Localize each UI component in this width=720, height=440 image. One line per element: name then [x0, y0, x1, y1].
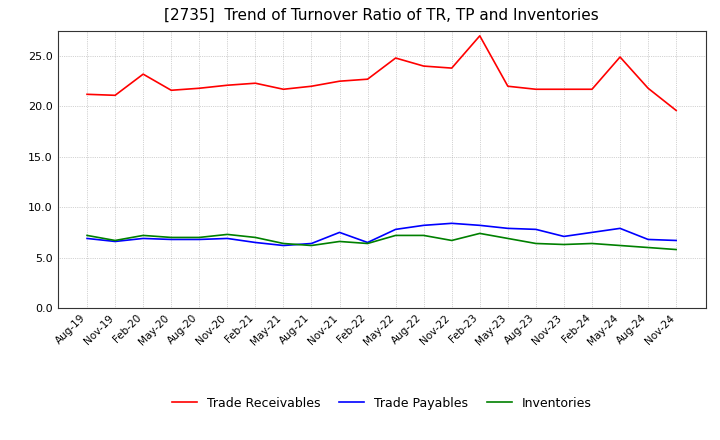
Inventories	[588, 241, 596, 246]
Inventories	[336, 239, 344, 244]
Inventories	[616, 243, 624, 248]
Trade Receivables	[364, 77, 372, 82]
Trade Payables	[195, 237, 204, 242]
Trade Receivables	[503, 84, 512, 89]
Trade Receivables	[167, 88, 176, 93]
Trade Payables	[616, 226, 624, 231]
Inventories	[167, 235, 176, 240]
Inventories	[83, 233, 91, 238]
Inventories	[419, 233, 428, 238]
Trade Payables	[475, 223, 484, 228]
Trade Receivables	[251, 81, 260, 86]
Trade Receivables	[588, 87, 596, 92]
Inventories	[279, 241, 288, 246]
Trade Payables	[83, 236, 91, 241]
Trade Receivables	[531, 87, 540, 92]
Trade Payables	[531, 227, 540, 232]
Trade Payables	[364, 240, 372, 245]
Inventories	[531, 241, 540, 246]
Trade Payables	[307, 241, 316, 246]
Inventories	[364, 241, 372, 246]
Inventories	[475, 231, 484, 236]
Trade Payables	[672, 238, 680, 243]
Inventories	[391, 233, 400, 238]
Trade Receivables	[195, 86, 204, 91]
Trade Receivables	[83, 92, 91, 97]
Inventories	[111, 238, 120, 243]
Inventories	[503, 236, 512, 241]
Trade Receivables	[419, 63, 428, 69]
Trade Payables	[251, 240, 260, 245]
Trade Payables	[391, 227, 400, 232]
Trade Payables	[223, 236, 232, 241]
Line: Trade Payables: Trade Payables	[87, 224, 676, 246]
Trade Receivables	[223, 83, 232, 88]
Trade Payables	[167, 237, 176, 242]
Trade Receivables	[279, 87, 288, 92]
Trade Receivables	[391, 55, 400, 61]
Inventories	[447, 238, 456, 243]
Trade Receivables	[447, 66, 456, 71]
Trade Receivables	[616, 55, 624, 60]
Trade Receivables	[559, 87, 568, 92]
Title: [2735]  Trend of Turnover Ratio of TR, TP and Inventories: [2735] Trend of Turnover Ratio of TR, TP…	[164, 7, 599, 23]
Inventories	[672, 247, 680, 252]
Inventories	[251, 235, 260, 240]
Inventories	[195, 235, 204, 240]
Line: Inventories: Inventories	[87, 233, 676, 249]
Inventories	[307, 243, 316, 248]
Trade Payables	[336, 230, 344, 235]
Trade Receivables	[475, 33, 484, 38]
Trade Payables	[559, 234, 568, 239]
Trade Receivables	[307, 84, 316, 89]
Trade Receivables	[111, 93, 120, 98]
Trade Payables	[503, 226, 512, 231]
Inventories	[223, 232, 232, 237]
Line: Trade Receivables: Trade Receivables	[87, 36, 676, 110]
Trade Payables	[588, 230, 596, 235]
Trade Receivables	[672, 108, 680, 113]
Trade Payables	[419, 223, 428, 228]
Trade Receivables	[644, 86, 652, 91]
Inventories	[139, 233, 148, 238]
Trade Receivables	[336, 79, 344, 84]
Trade Payables	[111, 239, 120, 244]
Trade Payables	[644, 237, 652, 242]
Inventories	[559, 242, 568, 247]
Trade Payables	[279, 243, 288, 248]
Trade Payables	[139, 236, 148, 241]
Trade Payables	[447, 221, 456, 226]
Trade Receivables	[139, 72, 148, 77]
Legend: Trade Receivables, Trade Payables, Inventories: Trade Receivables, Trade Payables, Inven…	[166, 392, 597, 415]
Inventories	[644, 245, 652, 250]
